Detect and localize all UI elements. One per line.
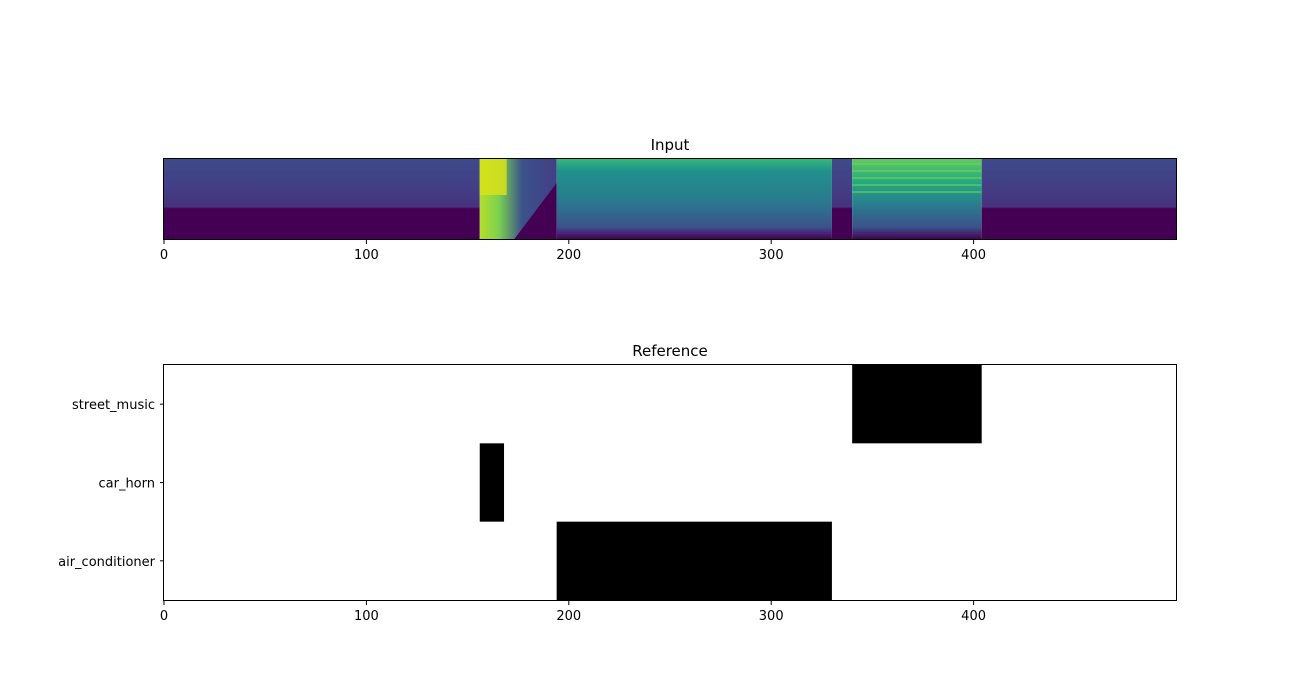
input-spectrogram (164, 159, 1176, 239)
spectrogram-segment-0 (164, 159, 480, 239)
reference-matrix (164, 365, 1176, 600)
spectrogram-segment-4-harmonic-0 (852, 163, 982, 165)
spectrogram-segment-3 (831, 159, 853, 239)
spectrogram-segment-4-harmonic-4 (852, 191, 982, 193)
reference-y-axis: street_music car_horn air_conditioner (58, 398, 164, 570)
reference-panel: Reference 0 100 200 300 400 street_music car_… (58, 342, 1177, 624)
x-tick-label-100: 100 (354, 248, 379, 263)
x-tick-label-400: 400 (961, 609, 986, 624)
event-car-horn (479, 443, 505, 522)
x-tick-label-0: 0 (160, 609, 168, 624)
spectrogram-segment-4-harmonic-3 (852, 184, 982, 186)
spectrogram-segment-2 (556, 159, 832, 239)
event-air-conditioner (556, 521, 832, 600)
x-tick-label-300: 300 (759, 609, 784, 624)
x-tick-label-300: 300 (759, 248, 784, 263)
spectrogram-segment-4 (852, 159, 982, 239)
spectrogram-segment-1-fade (514, 183, 557, 239)
spectrogram-segment-4-harmonic-1 (852, 170, 982, 172)
input-frame (163, 158, 1177, 240)
y-tick-label-air-conditioner: air_conditioner (58, 555, 156, 570)
x-tick-label-400: 400 (961, 248, 986, 263)
y-tick-label-car-horn: car_horn (98, 477, 155, 492)
x-tick-label-100: 100 (354, 609, 379, 624)
x-tick-label-0: 0 (160, 248, 168, 263)
x-tick-label-200: 200 (556, 609, 581, 624)
x-tick-label-200: 200 (556, 248, 581, 263)
input-panel: Input 0 100 200 300 400 (160, 136, 1177, 263)
reference-x-axis: 0 100 200 300 400 (160, 601, 986, 624)
spectrogram-segment-4-harmonic-2 (852, 177, 982, 179)
spectrogram-segment-1-peak (479, 159, 507, 195)
y-tick-label-street-music: street_music (72, 398, 155, 413)
input-title: Input (651, 136, 690, 154)
reference-title: Reference (632, 342, 708, 360)
spectrogram-segment-5 (981, 159, 1176, 239)
event-street-music (852, 365, 982, 444)
input-x-axis: 0 100 200 300 400 (160, 240, 986, 263)
